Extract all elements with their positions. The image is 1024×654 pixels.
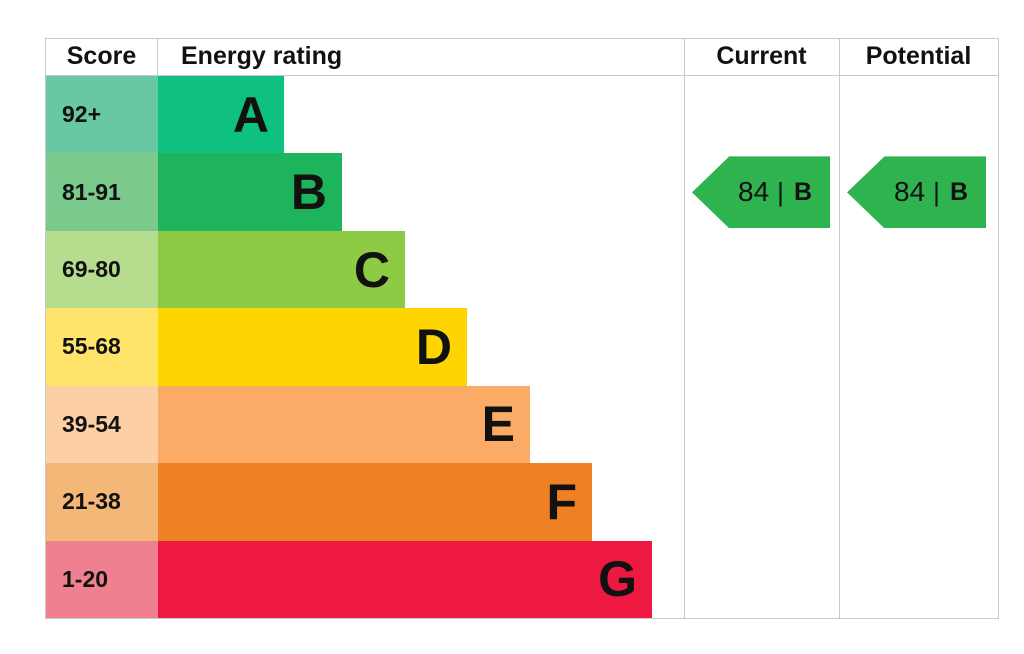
current-separator: |: [777, 176, 784, 207]
score-range-b: 81-91: [46, 153, 158, 231]
band-bar-d: D: [158, 308, 467, 386]
band-row-e: 39-54 E: [46, 385, 684, 464]
potential-rating-arrow: 84 | B: [847, 156, 986, 229]
score-range-c: 69-80: [46, 230, 158, 309]
band-bar-b: B: [158, 153, 342, 231]
energy-rating-column-header: Energy rating: [181, 42, 343, 70]
band-bar-c: C: [158, 230, 405, 309]
current-score-value: 84: [738, 176, 770, 208]
band-row-b: 81-91 B: [46, 153, 684, 231]
potential-column-header: Potential: [865, 42, 972, 70]
current-rating-arrow: 84 | B: [692, 156, 830, 229]
current-column-divider: [684, 39, 685, 618]
score-range-e: 39-54: [46, 385, 158, 464]
header-row: Score Energy rating Current Potential: [46, 39, 998, 76]
band-row-d: 55-68 D: [46, 308, 684, 386]
score-range-f: 21-38: [46, 463, 158, 541]
current-column-header: Current: [716, 42, 807, 70]
rating-bands: 92+ A 81-91 B 69-80 C 55-68 D 39-54 E 21…: [46, 76, 684, 618]
score-range-a: 92+: [46, 76, 158, 154]
potential-grade-letter: B: [949, 177, 968, 206]
score-range-d: 55-68: [46, 308, 158, 386]
epc-rating-chart: Score Energy rating Current Potential 92…: [45, 38, 999, 619]
band-bar-a: A: [158, 76, 284, 154]
band-bar-g: G: [158, 540, 652, 618]
band-row-g: 1-20 G: [46, 540, 684, 618]
band-row-f: 21-38 F: [46, 463, 684, 541]
band-bar-f: F: [158, 463, 592, 541]
score-column-header: Score: [46, 39, 158, 75]
band-row-c: 69-80 C: [46, 230, 684, 309]
potential-separator: |: [933, 176, 940, 207]
band-bar-e: E: [158, 385, 530, 464]
band-row-a: 92+ A: [46, 76, 684, 154]
potential-score-value: 84: [894, 176, 926, 208]
current-grade-letter: B: [793, 177, 812, 206]
score-range-g: 1-20: [46, 540, 158, 618]
potential-column-divider: [839, 39, 840, 618]
